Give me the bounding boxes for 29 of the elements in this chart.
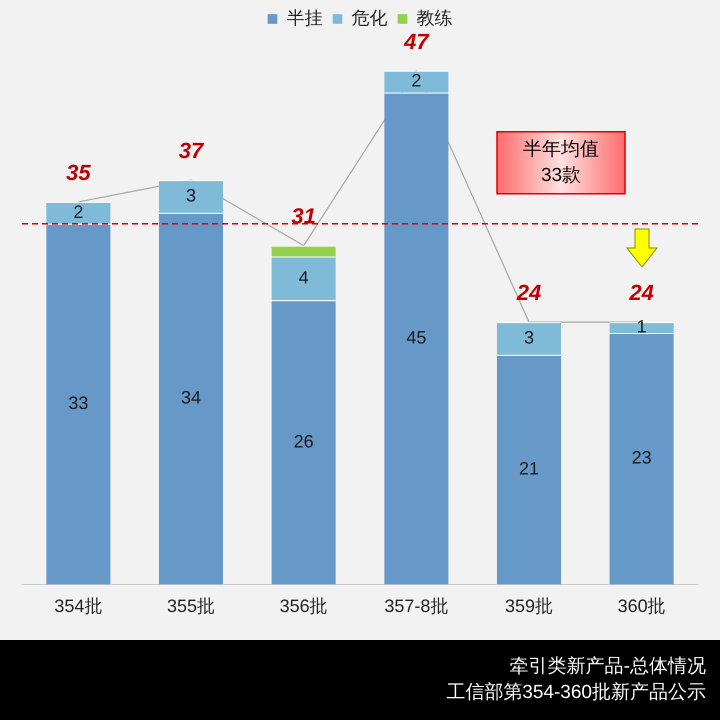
ref-line-label: 半年均值 33款 [523,139,599,186]
data-label: 23 [632,448,652,468]
data-label: 3 [524,327,534,348]
data-label: 4 [298,267,309,288]
data-label: 33 [68,393,88,414]
total-label: 35 [66,160,92,185]
data-label: 2 [411,70,422,91]
legend-label: 教练 [416,8,452,28]
data-label: 45 [406,327,426,348]
data-label: 26 [294,431,314,452]
x-tick-label: 359批 [504,596,554,616]
total-label: 24 [516,280,542,306]
total-label: 31 [291,204,316,229]
x-tick-label: 357-8批 [384,596,448,616]
x-tick-label: 355批 [166,596,216,616]
text: 牵引类新产品-总体情况 [508,655,706,679]
data-label: 2 [73,202,84,222]
total-label: 37 [178,138,205,164]
text: 工信部第354-360批新产品公示 [445,681,706,705]
data-label: 34 [180,388,202,408]
total-label: 47 [403,28,430,54]
legend-label: 半挂 [286,8,322,28]
legend-label: 危化 [352,8,388,28]
x-tick-label: 356批 [280,596,328,616]
x-tick-label: 354批 [54,596,102,616]
total-label: 24 [628,280,654,306]
data-label: 3 [186,185,196,206]
data-label: 21 [518,458,540,479]
x-tick-label: 360批 [618,596,666,616]
